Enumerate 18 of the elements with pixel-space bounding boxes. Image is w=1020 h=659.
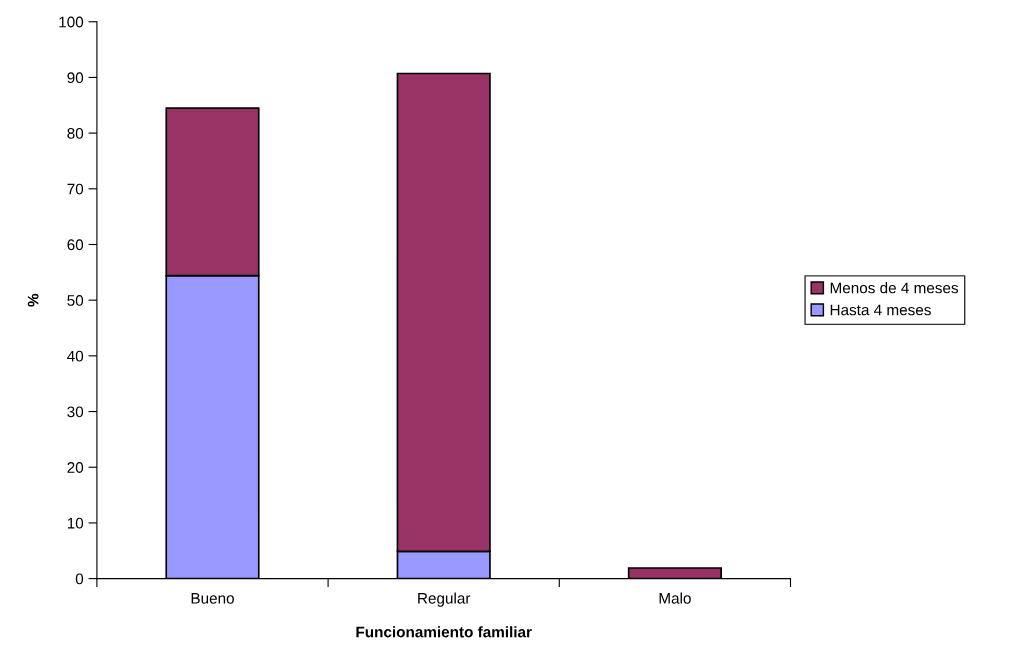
- legend-label: Hasta 4 meses: [830, 304, 931, 316]
- x-tick-label: Bueno: [191, 593, 234, 604]
- y-tick-label: 80: [67, 127, 84, 139]
- y-tick-label: 90: [67, 72, 84, 84]
- legend-label: Menos de 4 meses: [830, 282, 959, 294]
- x-axis-title: Funcionamiento familiar: [356, 626, 532, 638]
- y-tick-label: 30: [67, 406, 84, 418]
- y-tick-label: 50: [67, 295, 84, 306]
- y-tick-label: 20: [67, 462, 84, 473]
- y-tick-label: 0: [75, 573, 84, 585]
- y-tick-label: 60: [67, 239, 84, 251]
- y-tick-label: 70: [67, 183, 84, 195]
- x-tick-label: Regular: [418, 592, 471, 607]
- y-axis-title: %: [27, 293, 39, 307]
- y-tick-label: 10: [67, 517, 84, 529]
- y-tick-label: 40: [67, 350, 84, 362]
- x-tick-label: Malo: [659, 592, 691, 604]
- y-tick-label: 100: [59, 16, 84, 28]
